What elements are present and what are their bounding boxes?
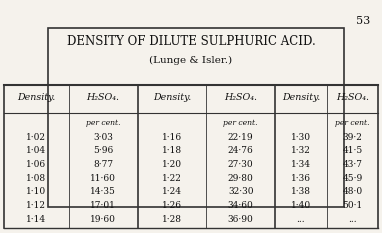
Text: 1·08: 1·08	[26, 174, 46, 183]
Text: 41·5: 41·5	[342, 147, 363, 155]
Text: 1·18: 1·18	[162, 147, 182, 155]
Text: 8·77: 8·77	[93, 160, 113, 169]
Text: 1·16: 1·16	[162, 133, 182, 142]
Text: 34·60: 34·60	[228, 201, 254, 210]
Text: Density.: Density.	[17, 93, 55, 102]
Text: 1·30: 1·30	[291, 133, 311, 142]
Text: 1·22: 1·22	[162, 174, 182, 183]
Text: 39·2: 39·2	[342, 133, 363, 142]
Text: 36·90: 36·90	[228, 215, 254, 224]
Text: 11·60: 11·60	[90, 174, 116, 183]
Text: ...: ...	[296, 215, 305, 224]
Text: per cent.: per cent.	[86, 120, 120, 127]
Text: 50·1: 50·1	[342, 201, 363, 210]
Text: per cent.: per cent.	[223, 120, 258, 127]
Text: 43·7: 43·7	[342, 160, 363, 169]
Text: 45·9: 45·9	[342, 174, 363, 183]
Text: 1·04: 1·04	[26, 147, 46, 155]
Text: 48·0: 48·0	[342, 187, 363, 196]
Text: 24·76: 24·76	[228, 147, 254, 155]
Text: 1·10: 1·10	[26, 187, 46, 196]
Text: (Lunge & Isler.): (Lunge & Isler.)	[149, 56, 233, 65]
Text: 1·28: 1·28	[162, 215, 182, 224]
Text: DENSITY OF DILUTE SULPHURIC ACID.: DENSITY OF DILUTE SULPHURIC ACID.	[66, 35, 316, 48]
Text: 14·35: 14·35	[90, 187, 116, 196]
Text: ...: ...	[348, 215, 357, 224]
Text: 27·30: 27·30	[228, 160, 254, 169]
Text: 1·06: 1·06	[26, 160, 46, 169]
Text: 29·80: 29·80	[228, 174, 254, 183]
Text: H₂SO₄.: H₂SO₄.	[87, 93, 120, 102]
Text: 32·30: 32·30	[228, 187, 253, 196]
Text: 1·36: 1·36	[291, 174, 311, 183]
Text: 17·01: 17·01	[90, 201, 116, 210]
Text: 1·40: 1·40	[291, 201, 311, 210]
Text: 1·38: 1·38	[291, 187, 311, 196]
Text: 1·32: 1·32	[291, 147, 311, 155]
Text: 3·03: 3·03	[93, 133, 113, 142]
Text: 22·19: 22·19	[228, 133, 254, 142]
Text: 1·20: 1·20	[162, 160, 182, 169]
Text: Density.: Density.	[282, 93, 320, 102]
Text: H₂SO₄.: H₂SO₄.	[224, 93, 257, 102]
Text: 1·24: 1·24	[162, 187, 182, 196]
Text: H₂SO₄.: H₂SO₄.	[336, 93, 369, 102]
Text: 1·02: 1·02	[26, 133, 46, 142]
Text: per cent.: per cent.	[335, 120, 370, 127]
Text: 5·96: 5·96	[93, 147, 113, 155]
Text: 53: 53	[356, 16, 371, 26]
Text: 1·12: 1·12	[26, 201, 46, 210]
Text: 1·26: 1·26	[162, 201, 182, 210]
Text: 1·34: 1·34	[291, 160, 311, 169]
Text: Density.: Density.	[153, 93, 191, 102]
Text: 1·14: 1·14	[26, 215, 46, 224]
Text: 19·60: 19·60	[90, 215, 116, 224]
